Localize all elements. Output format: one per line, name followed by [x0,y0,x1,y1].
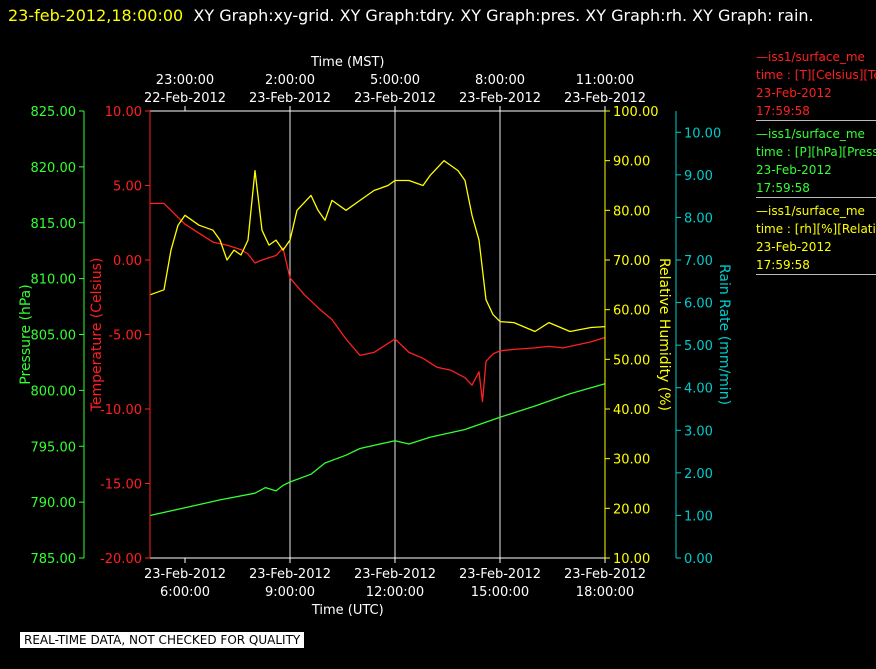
temperature-tick-label: 10.00 [105,105,142,120]
bottom-tick-time: 15:00:00 [471,585,529,600]
legend-line4: 17:59:58 [756,104,810,118]
page-header: 23-feb-2012,18:00:00 XY Graph:xy-grid. X… [8,2,858,30]
legend-line3: 23-Feb-2012 [756,163,832,177]
legend-line1: —iss1/surface_me [756,204,865,218]
rh-tick-label: 30.00 [613,453,650,468]
rh-tick-label: 40.00 [613,403,650,418]
rain-tick-label: 8.00 [684,211,713,226]
temperature-tick-label: 0.00 [113,254,142,269]
rain-tick-label: 7.00 [684,254,713,269]
rh-tick-label: 80.00 [613,204,650,219]
top-tick-date: 22-Feb-2012 [144,91,226,106]
temperature-tick-label: -5.00 [108,329,142,344]
top-tick-date: 23-Feb-2012 [564,91,646,106]
top-tick-time: 5:00:00 [370,73,420,88]
rain-tick-label: 3.00 [684,424,713,439]
rh-tick-label: 70.00 [613,254,650,269]
axis-labels: 23:00:00 22-Feb-2012 2:00:00 23-Feb-2012 5:0… [18,55,732,618]
temperature-axis-label: Temperature (Celsius) [89,258,105,413]
pressure-tick-label: 820.00 [31,161,77,176]
bottom-tick-date: 23-Feb-2012 [249,567,331,582]
bottom-tick-time: 18:00:00 [576,585,634,600]
pressure-tick-label: 795.00 [31,440,77,455]
pressure-axis-label: Pressure (hPa) [18,284,34,384]
bottom-tick-date: 23-Feb-2012 [354,567,436,582]
legend-line4: 17:59:58 [756,181,810,195]
top-tick-date: 23-Feb-2012 [354,91,436,106]
pressure-tick-label: 805.00 [31,329,77,344]
top-tick-date: 23-Feb-2012 [249,91,331,106]
pressure-tick-label: 790.00 [31,496,77,511]
legend-line4: 17:59:58 [756,258,810,272]
rh-tick-label: 90.00 [613,155,650,170]
rh-tick-label: 10.00 [613,552,650,567]
pressure-tick-label: 815.00 [31,217,77,232]
x-bottom-axis-label: Time (UTC) [311,603,384,618]
legend-line3: 23-Feb-2012 [756,240,832,254]
top-tick-time: 8:00:00 [475,73,525,88]
top-tick-time: 2:00:00 [265,73,315,88]
rh-axis-label: Relative Humidity (%) [656,258,672,411]
series-pressure [149,383,606,517]
top-tick-time: 23:00:00 [156,73,214,88]
legend-line1: —iss1/surface_me [756,50,865,64]
bottom-tick-date: 23-Feb-2012 [564,567,646,582]
temperature-tick-label: -20.00 [100,552,142,567]
legend-line2: time : [T][Celsius][Tem [756,68,876,82]
bottom-tick-date: 23-Feb-2012 [459,567,541,582]
pressure-tick-label: 800.00 [31,384,77,399]
rain-tick-label: 0.00 [684,552,713,567]
bottom-tick-time: 6:00:00 [160,585,210,600]
series-relative-humidity [149,160,606,333]
rh-tick-label: 20.00 [613,502,650,517]
legend-line1: —iss1/surface_me [756,127,865,141]
header-graph-list: XY Graph:xy-grid. XY Graph:tdry. XY Grap… [193,6,814,25]
grid-lines [289,111,501,558]
rain-tick-label: 9.00 [684,169,713,184]
x-top-axis-label: Time (MST) [310,55,385,70]
rain-tick-label: 6.00 [684,297,713,312]
rain-tick-label: 1.00 [684,509,713,524]
legend-line2: time : [rh][%][Relative [756,222,876,236]
series-temperature [150,202,606,403]
pressure-tick-label: 785.00 [31,552,77,567]
axes [79,106,681,563]
temperature-tick-label: -10.00 [100,403,142,418]
rain-tick-label: 4.00 [684,382,713,397]
legend-line3: 23-Feb-2012 [756,86,832,100]
pressure-tick-label: 825.00 [31,105,77,120]
top-tick-date: 23-Feb-2012 [459,91,541,106]
bottom-tick-time: 12:00:00 [366,585,424,600]
bottom-tick-date: 23-Feb-2012 [144,567,226,582]
header-timestamp: 23-feb-2012,18:00:00 [8,6,184,25]
rh-tick-label: 50.00 [613,353,650,368]
rh-tick-label: 100.00 [613,105,659,120]
rain-tick-label: 2.00 [684,467,713,482]
temperature-tick-label: -15.00 [100,478,142,493]
temperature-tick-label: 5.00 [113,180,142,195]
legend-line2: time : [P][hPa][Pressure [756,145,876,159]
data-series [149,160,606,517]
pressure-tick-label: 810.00 [31,273,77,288]
rain-tick-label: 5.00 [684,339,713,354]
rain-axis-label: Rain Rate (mm/min) [716,264,732,405]
top-tick-time: 11:00:00 [576,73,634,88]
rh-tick-label: 60.00 [613,304,650,319]
quality-warning: REAL-TIME DATA, NOT CHECKED FOR QUALITY [20,632,305,648]
rain-tick-label: 10.00 [684,126,721,141]
bottom-tick-time: 9:00:00 [265,585,315,600]
